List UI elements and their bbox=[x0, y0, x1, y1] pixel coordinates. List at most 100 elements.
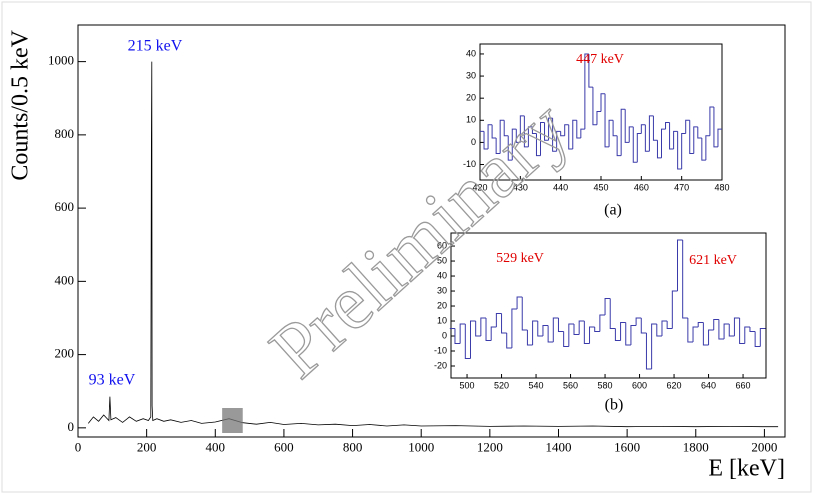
plot-area bbox=[450, 232, 767, 379]
histogram-bin bbox=[718, 319, 725, 340]
peak-label: 93 keV bbox=[89, 372, 136, 389]
y-tick-label: -20 bbox=[434, 360, 447, 370]
histogram-bin bbox=[487, 124, 493, 150]
histogram-bin bbox=[713, 107, 718, 148]
histogram-bin bbox=[544, 122, 549, 141]
x-tick-label: 440 bbox=[553, 182, 568, 192]
histogram-bin bbox=[616, 135, 622, 157]
histogram-bin bbox=[608, 119, 614, 147]
y-tick-label: 600 bbox=[55, 199, 75, 214]
histogram-bin bbox=[645, 333, 652, 370]
histogram-bin bbox=[677, 131, 682, 170]
histogram-bin bbox=[635, 317, 642, 326]
histogram-bin bbox=[713, 319, 719, 331]
histogram-bin bbox=[759, 328, 766, 347]
y-tick-label: 400 bbox=[55, 272, 75, 287]
histogram-bin bbox=[640, 318, 647, 334]
y-tick-label: -10 bbox=[463, 159, 476, 169]
histogram-bin bbox=[708, 329, 714, 346]
histogram-bin bbox=[560, 131, 565, 137]
x-tick-label: 580 bbox=[598, 380, 613, 390]
peak-label: 215 keV bbox=[128, 38, 183, 55]
histogram-bin bbox=[677, 239, 683, 292]
histogram-bin bbox=[692, 326, 699, 343]
y-tick-label: 0 bbox=[68, 419, 75, 434]
histogram-bin bbox=[744, 326, 750, 344]
x-tick-label: 460 bbox=[634, 182, 649, 192]
histogram-bin bbox=[506, 333, 512, 349]
histogram-bin bbox=[630, 325, 637, 346]
histogram-bin bbox=[656, 140, 662, 159]
y-tick-label: 20 bbox=[437, 300, 447, 310]
y-axis-label: Counts/0.5 keV bbox=[8, 29, 34, 180]
histogram-bin bbox=[578, 320, 585, 335]
histogram-bin bbox=[599, 314, 606, 332]
x-tick-label: 1000 bbox=[408, 440, 434, 455]
x-tick-label: 1600 bbox=[614, 440, 640, 455]
histogram-bin bbox=[563, 331, 569, 348]
inset-caption: (a) bbox=[604, 202, 622, 219]
histogram-bin bbox=[651, 323, 657, 370]
histogram-bin bbox=[552, 317, 559, 343]
peak-label: 529 keV bbox=[496, 251, 544, 266]
histogram-bin bbox=[523, 115, 529, 148]
histogram-bin bbox=[671, 290, 678, 329]
histogram-bin bbox=[576, 120, 581, 139]
histogram-bin bbox=[620, 322, 626, 341]
histogram-bin bbox=[584, 53, 589, 130]
y-tick-label: -10 bbox=[434, 345, 447, 355]
histogram-bin bbox=[733, 317, 740, 337]
x-tick-label: 520 bbox=[494, 380, 509, 390]
histogram-bin bbox=[717, 128, 722, 147]
y-tick-label: 50 bbox=[437, 255, 447, 265]
histogram-bin bbox=[480, 317, 487, 337]
x-tick-label: 560 bbox=[563, 380, 578, 390]
histogram-bin bbox=[483, 131, 489, 150]
histogram-bin bbox=[625, 322, 631, 346]
histogram-bin bbox=[542, 325, 549, 337]
histogram-bin bbox=[526, 330, 533, 346]
histogram-bin bbox=[697, 126, 702, 139]
x-tick-label: 640 bbox=[701, 380, 716, 390]
histogram-bin bbox=[459, 323, 466, 344]
peak-label: 621 keV bbox=[689, 253, 737, 268]
y-tick-label: 20 bbox=[466, 93, 476, 103]
x-axis-label: E [keV] bbox=[708, 456, 785, 482]
y-tick-label: 10 bbox=[437, 315, 447, 325]
histogram-bin bbox=[454, 328, 461, 345]
histogram-bin bbox=[592, 87, 597, 126]
histogram-bin bbox=[485, 318, 492, 342]
histogram-bin bbox=[656, 324, 662, 337]
histogram-bin bbox=[516, 296, 523, 310]
histogram-bin bbox=[501, 313, 507, 334]
histogram-bin bbox=[661, 320, 668, 337]
histogram-bin bbox=[495, 313, 502, 328]
zoom-region bbox=[222, 408, 243, 433]
x-tick-label: 660 bbox=[736, 380, 751, 390]
histogram-bin bbox=[636, 133, 642, 163]
histogram-bin bbox=[531, 126, 537, 135]
x-tick-label: 800 bbox=[343, 440, 363, 455]
x-tick-label: 600 bbox=[632, 380, 647, 390]
histogram-bin bbox=[693, 126, 698, 154]
histogram-bin bbox=[612, 120, 618, 137]
histogram-bin bbox=[490, 326, 497, 341]
histogram-bin bbox=[701, 137, 706, 161]
x-tick-label: 200 bbox=[137, 440, 157, 455]
x-tick-label: 1800 bbox=[683, 440, 709, 455]
histogram-bin bbox=[681, 133, 686, 169]
y-tick-label: 40 bbox=[466, 48, 476, 58]
peak-label: 447 keV bbox=[576, 52, 624, 67]
y-tick-label: 30 bbox=[466, 70, 476, 80]
histogram-bin bbox=[491, 124, 497, 139]
x-tick-label: 430 bbox=[513, 182, 528, 192]
histogram-bin bbox=[511, 128, 517, 161]
histogram-bin bbox=[632, 126, 638, 163]
histogram-bin bbox=[521, 297, 528, 331]
histogram-bin bbox=[709, 106, 714, 136]
histogram-bin bbox=[580, 128, 585, 138]
histogram-bin bbox=[673, 130, 678, 150]
histogram-bin bbox=[624, 109, 630, 143]
histogram-bin bbox=[588, 53, 593, 88]
